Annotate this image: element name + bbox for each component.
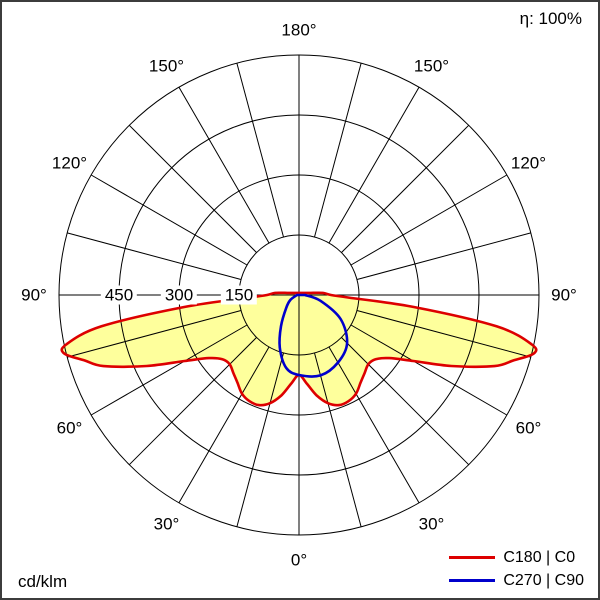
grid-radial-line (128, 124, 257, 253)
legend-item-c270-c90: C270 | C90 (449, 571, 584, 590)
angle-label: 120° (51, 153, 88, 172)
angle-label: 60° (515, 418, 542, 437)
grid-radial-line (350, 174, 508, 266)
angle-label: 150° (148, 56, 185, 75)
grid-radial-line (236, 352, 284, 527)
ring-value-label: 450 (100, 285, 138, 305)
grid-radial-line (356, 232, 531, 280)
grid-radial-line (236, 63, 284, 238)
grid-radial-line (350, 324, 508, 416)
grid-radial-line (314, 352, 362, 527)
angle-label: 30° (418, 514, 445, 534)
angle-label: 90° (21, 285, 47, 305)
efficiency-label: η: 100% (519, 9, 582, 28)
legend: C180 | C0 C270 | C90 (449, 544, 584, 594)
grid-radial-line (328, 86, 420, 244)
ring-value-label: 300 (160, 285, 198, 305)
angle-label: 30° (153, 514, 180, 534)
angle-label: 180° (281, 20, 317, 40)
grid-radial-line (90, 174, 248, 266)
grid-radial-line (67, 232, 242, 280)
angle-label: 120° (510, 153, 547, 172)
grid-radial-line (328, 346, 420, 504)
polar-grid (58, 54, 540, 536)
red-curve-line-icon (449, 555, 496, 559)
angle-label: 150° (413, 56, 450, 75)
angle-label: 60° (56, 418, 83, 437)
ring-value-label: 150 (220, 285, 258, 305)
grid-radial-line (178, 86, 270, 244)
grid-radial-line (90, 324, 248, 416)
grid-radial-line (356, 310, 531, 358)
blue-curve-line-icon (449, 578, 496, 582)
legend-label: C270 | C90 (503, 571, 584, 589)
grid-radial-line (178, 346, 270, 504)
grid-radial-line (128, 337, 257, 466)
curve-c270-c90 (278, 293, 349, 378)
legend-item-c180-c0: C180 | C0 (449, 548, 584, 567)
legend-label: C180 | C0 (503, 548, 576, 566)
angle-label: 0° (290, 550, 308, 570)
grid-radial-line (314, 63, 362, 238)
unit-label: cd/klm (18, 572, 68, 591)
angle-label: 90° (551, 285, 577, 305)
grid-radial-line (67, 310, 242, 358)
grid-radial-line (341, 337, 470, 466)
grid-radial-line (341, 124, 470, 253)
